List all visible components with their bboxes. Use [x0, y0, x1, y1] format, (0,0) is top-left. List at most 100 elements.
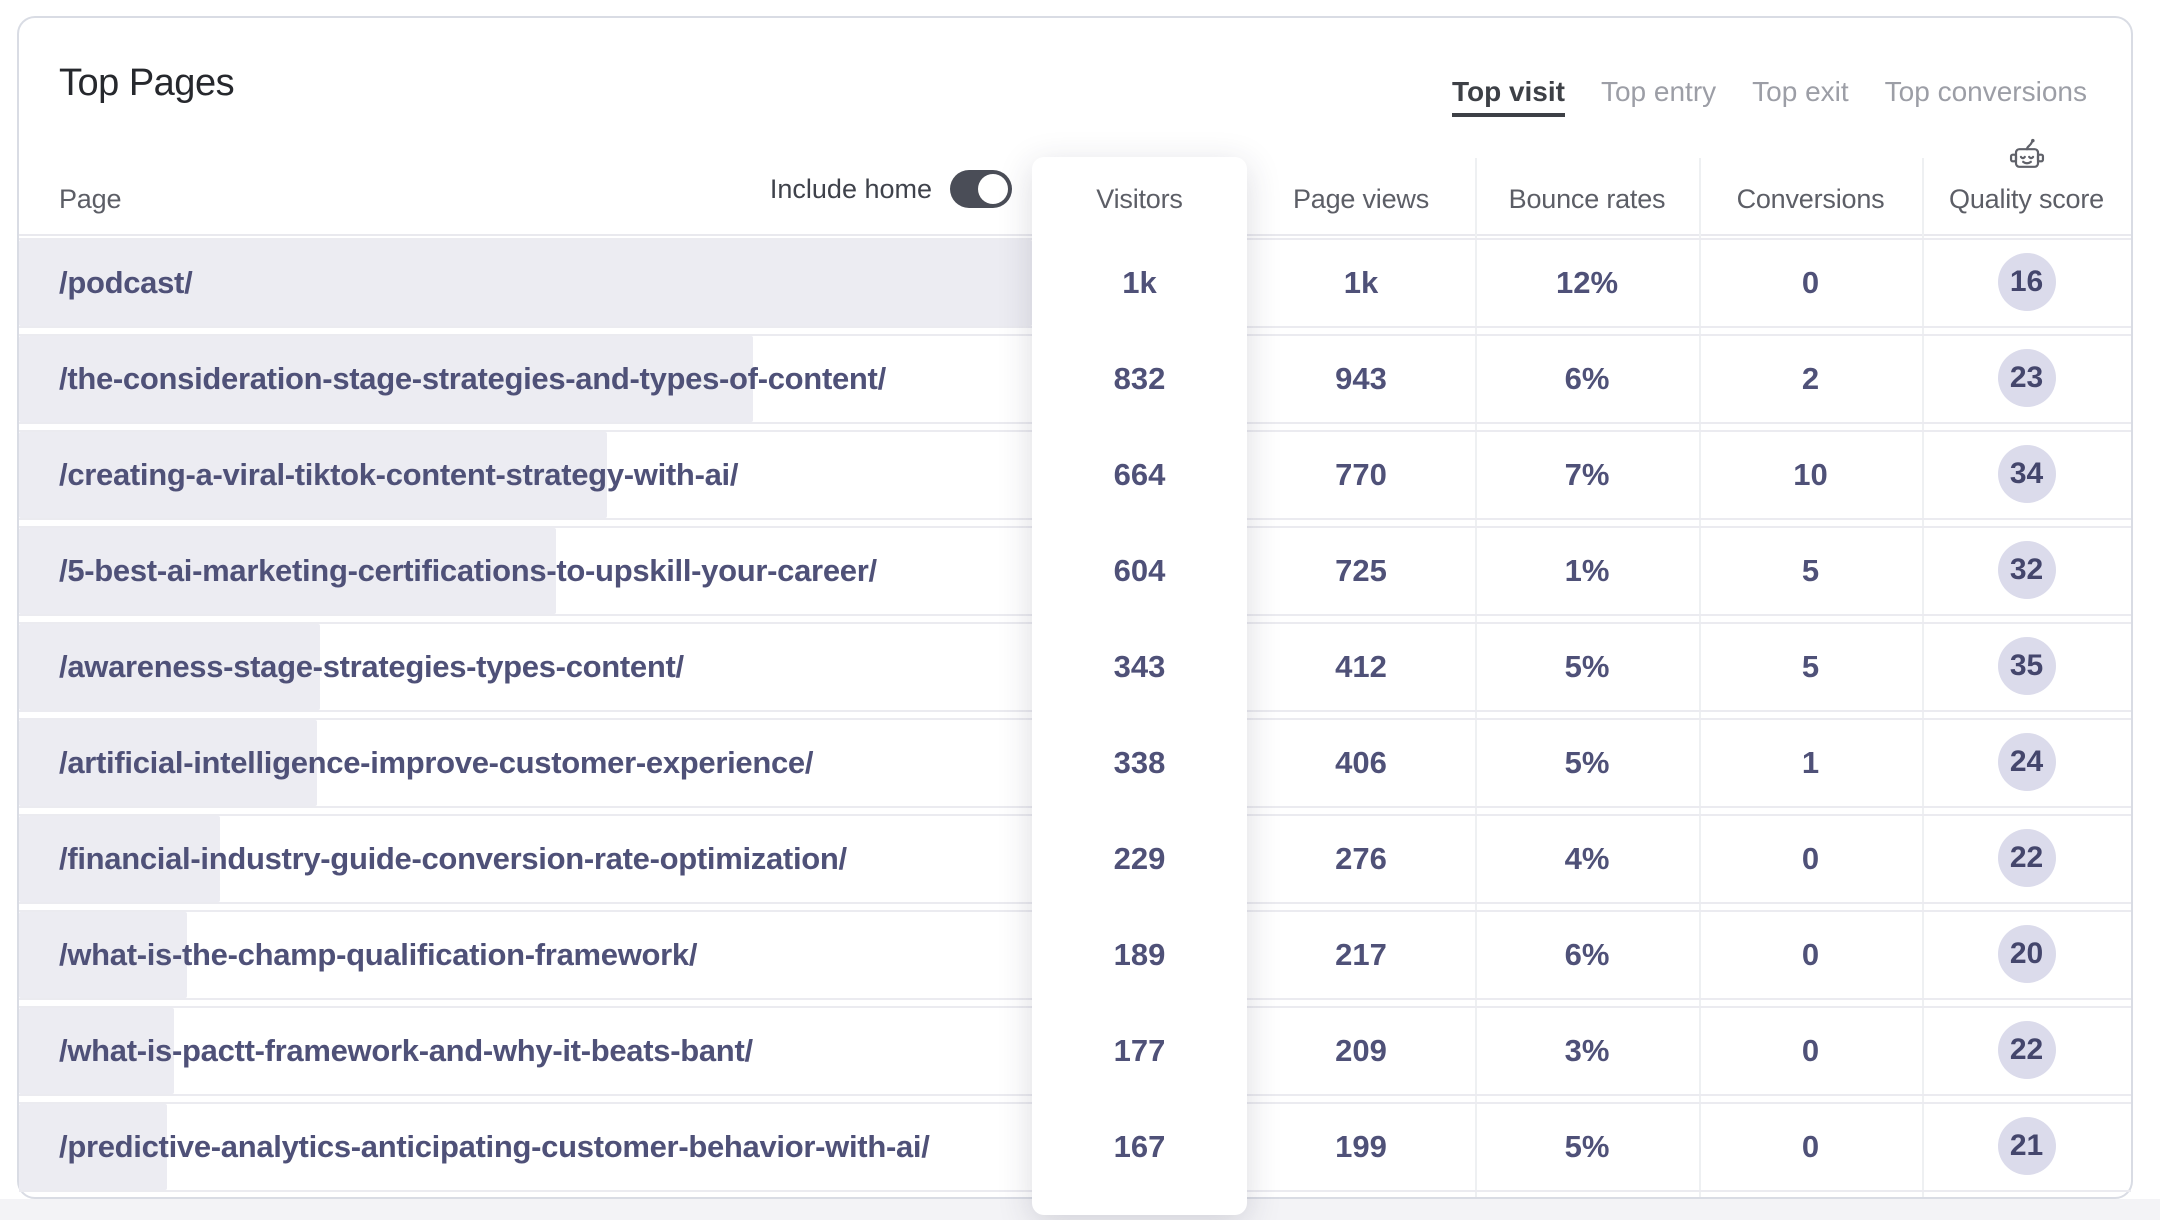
conversions-value: 5	[1801, 553, 1820, 588]
visitors-value: 189	[1113, 937, 1166, 972]
bounce-rate-value: 3%	[1564, 1033, 1610, 1068]
visitors-value: 229	[1113, 841, 1166, 876]
include-home-control: Include home	[19, 170, 1012, 208]
visitors-proportion-bar	[19, 240, 1032, 326]
tab-top-conversions[interactable]: Top conversions	[1884, 76, 2087, 107]
bounce-rate-value: 7%	[1564, 457, 1610, 492]
conversions-value: 0	[1801, 265, 1820, 300]
column-header-visitors: Visitors	[1096, 184, 1183, 214]
page-url-link[interactable]: /predictive-analytics-anticipating-custo…	[59, 1129, 930, 1164]
quality-score-badge: 24	[1997, 732, 2056, 791]
quality-score-badge: 20	[1997, 924, 2056, 983]
page-url-link[interactable]: /creating-a-viral-tiktok-content-strateg…	[59, 457, 739, 492]
page-views-value: 1k	[1343, 265, 1379, 300]
tab-top-entry[interactable]: Top entry	[1600, 76, 1717, 107]
tabs: Top visit Top entry Top exit Top convers…	[1451, 76, 2087, 117]
page-url-link[interactable]: /awareness-stage-strategies-types-conten…	[59, 649, 684, 684]
conversions-value: 2	[1801, 361, 1820, 396]
page-url-link[interactable]: /financial-industry-guide-conversion-rat…	[59, 841, 847, 876]
conversions-value: 0	[1801, 1129, 1820, 1164]
include-home-label: Include home	[769, 173, 932, 204]
conversions-value: 5	[1801, 649, 1820, 684]
table-row[interactable]: /creating-a-viral-tiktok-content-strateg…	[19, 430, 2131, 520]
visitors-value: 832	[1113, 361, 1166, 396]
quality-score-badge: 16	[1997, 252, 2056, 311]
conversions-value: 10	[1793, 457, 1828, 492]
visitors-proportion-bar	[19, 528, 556, 614]
page-title: Top Pages	[59, 62, 235, 104]
page-url-link[interactable]: /5-best-ai-marketing-certifications-to-u…	[59, 553, 877, 588]
column-header-quality-score: Quality score	[1949, 184, 2104, 214]
table-row[interactable]: /awareness-stage-strategies-types-conten…	[19, 622, 2131, 712]
bounce-rate-value: 12%	[1555, 265, 1619, 300]
toggle-knob	[978, 174, 1008, 204]
table-row[interactable]: /podcast/ 1k 1k 12% 0 16	[19, 238, 2131, 328]
visitors-column-panel: Visitors	[1032, 157, 1247, 1215]
table-row[interactable]: /5-best-ai-marketing-certifications-to-u…	[19, 526, 2131, 616]
visitors-value: 177	[1113, 1033, 1166, 1068]
page-views-value: 217	[1335, 937, 1387, 972]
page-views-value: 199	[1335, 1129, 1387, 1164]
page-url-link[interactable]: /what-is-the-champ-qualification-framewo…	[59, 937, 698, 972]
quality-score-badge: 34	[1997, 444, 2056, 503]
quality-score-badge: 22	[1997, 828, 2056, 887]
top-pages-card: Top Pages Top visit Top entry Top exit T…	[17, 16, 2133, 1215]
bounce-rate-value: 5%	[1564, 745, 1610, 780]
page-url-link[interactable]: /artificial-intelligence-improve-custome…	[59, 745, 814, 780]
column-header-conversions: Conversions	[1736, 184, 1885, 214]
bounce-rate-value: 5%	[1564, 649, 1610, 684]
quality-score-badge: 21	[1997, 1116, 2056, 1175]
bounce-rate-value: 1%	[1564, 553, 1610, 588]
conversions-value: 1	[1801, 745, 1820, 780]
table-row[interactable]: /financial-industry-guide-conversion-rat…	[19, 814, 2131, 904]
visitors-value: 343	[1113, 649, 1166, 684]
tab-top-exit[interactable]: Top exit	[1752, 76, 1849, 107]
bounce-rate-value: 6%	[1564, 937, 1610, 972]
column-header-page: Page	[59, 184, 122, 214]
table-row[interactable]: /predictive-analytics-anticipating-custo…	[19, 1102, 2131, 1192]
page-views-value: 725	[1335, 553, 1387, 588]
conversions-value: 0	[1801, 1033, 1820, 1068]
visitors-value: 604	[1113, 553, 1166, 588]
conversions-value: 0	[1801, 841, 1820, 876]
column-divider	[1922, 158, 1924, 1197]
page-views-value: 406	[1335, 745, 1387, 780]
conversions-value: 0	[1801, 937, 1820, 972]
page-url-link[interactable]: /the-consideration-stage-strategies-and-…	[59, 361, 886, 396]
visitors-proportion-bar	[19, 912, 187, 998]
page-views-value: 209	[1335, 1033, 1387, 1068]
page-url-link[interactable]: /what-is-pactt-framework-and-why-it-beat…	[59, 1033, 753, 1068]
column-divider	[1475, 158, 1477, 1197]
visitors-proportion-bar	[19, 336, 753, 422]
column-divider	[1699, 158, 1701, 1197]
column-header-bounce-rates: Bounce rates	[1508, 184, 1666, 214]
include-home-toggle[interactable]	[950, 170, 1012, 208]
page-url-link[interactable]: /podcast/	[59, 265, 193, 300]
visitors-value: 1k	[1122, 265, 1157, 300]
quality-score-badge: 35	[1997, 636, 2056, 695]
page-views-value: 943	[1335, 361, 1387, 396]
table-row[interactable]: /artificial-intelligence-improve-custome…	[19, 718, 2131, 808]
table-row[interactable]: /the-consideration-stage-strategies-and-…	[19, 334, 2131, 424]
quality-score-badge: 22	[1997, 1020, 2056, 1079]
bounce-rate-value: 6%	[1564, 361, 1610, 396]
visitors-proportion-bar	[19, 1008, 174, 1094]
visitors-proportion-bar	[19, 816, 220, 902]
page-views-value: 770	[1335, 457, 1387, 492]
page-views-value: 412	[1335, 649, 1387, 684]
column-header-page-views: Page views	[1292, 184, 1430, 214]
visitors-value: 167	[1113, 1129, 1166, 1164]
bounce-rate-value: 4%	[1564, 841, 1610, 876]
table-row[interactable]: /what-is-pactt-framework-and-why-it-beat…	[19, 1006, 2131, 1096]
visitors-value: 664	[1113, 457, 1166, 492]
robot-icon	[1922, 136, 2131, 185]
bounce-rate-value: 5%	[1564, 1129, 1610, 1164]
visitors-proportion-bar	[19, 624, 320, 710]
table-row[interactable]: /what-is-the-champ-qualification-framewo…	[19, 910, 2131, 1000]
visitors-proportion-bar	[19, 720, 317, 806]
page-views-value: 276	[1335, 841, 1387, 876]
quality-score-badge: 32	[1997, 540, 2056, 599]
tab-top-visit[interactable]: Top visit	[1451, 76, 1565, 117]
visitors-proportion-bar	[19, 432, 607, 518]
visitors-proportion-bar	[19, 1104, 167, 1190]
